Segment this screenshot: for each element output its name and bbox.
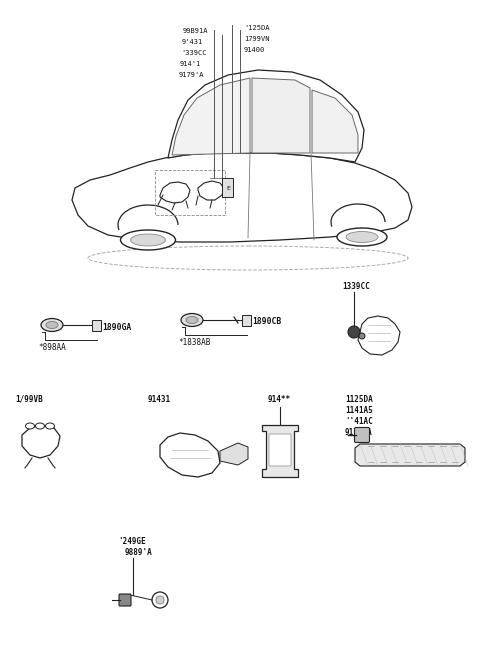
Text: 1890CB: 1890CB [252,317,281,327]
Text: ''41AC: ''41AC [345,417,373,426]
Ellipse shape [41,319,63,332]
Text: 9179'A: 9179'A [179,72,204,78]
FancyBboxPatch shape [269,434,291,466]
Polygon shape [160,182,190,203]
FancyBboxPatch shape [355,428,370,443]
Polygon shape [198,181,224,200]
Polygon shape [220,443,248,465]
Text: 914'1: 914'1 [180,61,201,67]
Text: '249GE: '249GE [118,537,146,546]
FancyBboxPatch shape [221,177,232,196]
Text: 1125DA: 1125DA [345,395,373,404]
Text: 91400: 91400 [244,47,265,53]
Text: '125DA: '125DA [244,25,269,31]
FancyBboxPatch shape [119,594,131,606]
Text: *898AA: *898AA [38,343,66,352]
Text: 9889'A: 9889'A [125,548,153,557]
Text: 9179'A: 9179'A [345,428,373,437]
Circle shape [152,592,168,608]
Text: 1339CC: 1339CC [342,282,370,291]
Ellipse shape [131,234,166,246]
Text: *1838AB: *1838AB [178,338,210,347]
Text: '339CC: '339CC [181,50,206,56]
Ellipse shape [181,313,203,327]
Polygon shape [312,90,358,153]
Ellipse shape [25,423,35,429]
Text: 9'431: 9'431 [182,39,203,45]
Circle shape [156,596,164,604]
Text: 91431: 91431 [148,395,171,404]
Ellipse shape [46,321,58,328]
Ellipse shape [46,423,55,429]
Polygon shape [358,316,400,355]
Text: E: E [226,185,230,191]
Text: 1/99VB: 1/99VB [15,395,43,404]
Circle shape [348,326,360,338]
Circle shape [359,333,365,339]
Text: 914**: 914** [268,395,291,404]
Ellipse shape [337,228,387,246]
Polygon shape [172,78,250,155]
Polygon shape [160,433,220,477]
Polygon shape [262,425,298,477]
Text: 99B91A: 99B91A [183,28,208,34]
Ellipse shape [36,423,45,429]
Ellipse shape [346,231,378,242]
Text: 1141A5: 1141A5 [345,406,373,415]
Polygon shape [22,425,60,458]
Polygon shape [168,70,364,162]
Text: 1890GA: 1890GA [102,323,131,332]
Polygon shape [72,153,412,242]
FancyBboxPatch shape [241,315,251,325]
Polygon shape [355,444,465,466]
Text: 1799VN: 1799VN [244,36,269,42]
Ellipse shape [120,230,176,250]
Ellipse shape [186,317,198,323]
FancyBboxPatch shape [92,319,100,330]
Polygon shape [252,78,310,153]
